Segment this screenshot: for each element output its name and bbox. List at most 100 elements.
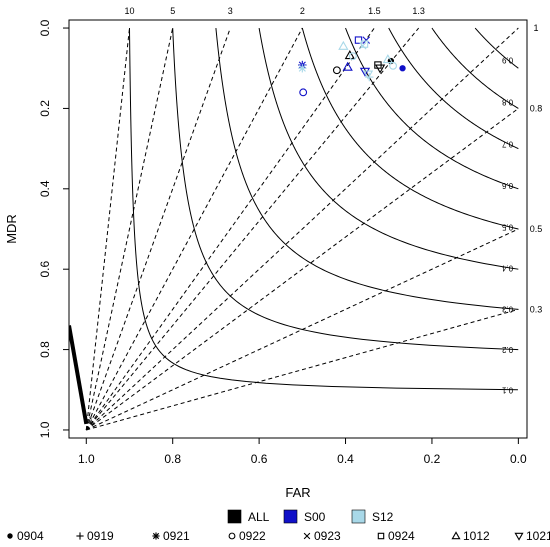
marker-dot bbox=[7, 533, 13, 539]
marker-triangle-down bbox=[362, 70, 374, 80]
bias-label: 1 bbox=[533, 23, 538, 33]
legend-label: 0923 bbox=[314, 529, 341, 543]
data-point bbox=[374, 61, 382, 69]
y-axis-label: MDR bbox=[4, 214, 19, 244]
bias-line bbox=[86, 308, 519, 431]
y-tick-label: 0.6 bbox=[38, 261, 52, 278]
csi-label: 0.9 bbox=[501, 56, 513, 65]
marker-circle bbox=[348, 52, 357, 61]
legend-label: 1021 bbox=[526, 529, 550, 543]
marker-triangle-down bbox=[359, 67, 371, 77]
bias-line bbox=[85, 27, 375, 431]
bias-label: 3 bbox=[228, 6, 233, 16]
csi-contour bbox=[345, 27, 519, 190]
legend-marker-0923 bbox=[303, 532, 311, 540]
data-point bbox=[342, 61, 353, 71]
data-point bbox=[389, 61, 397, 70]
bias-label: 2 bbox=[300, 6, 305, 16]
legend-label: 0921 bbox=[163, 529, 190, 543]
data-point bbox=[382, 54, 394, 64]
data-point bbox=[348, 52, 357, 61]
x-tick-label: 0.4 bbox=[337, 452, 354, 466]
bias-line bbox=[85, 27, 420, 431]
bias-label: 10 bbox=[124, 6, 134, 16]
marker-triangle bbox=[382, 54, 394, 64]
bias-label: 1.3 bbox=[412, 6, 425, 16]
bias-label: 1.5 bbox=[368, 6, 381, 16]
legend-marker-0922 bbox=[228, 532, 236, 540]
data-point bbox=[354, 36, 363, 44]
csi-contour bbox=[431, 27, 519, 109]
marker-stroke bbox=[152, 532, 160, 540]
bias-lines bbox=[85, 27, 519, 431]
csi-label: 0.4 bbox=[501, 263, 513, 272]
data-point bbox=[359, 41, 367, 50]
marker-stroke bbox=[362, 36, 371, 44]
csi-label: 0.5 bbox=[501, 222, 513, 231]
data-point bbox=[362, 70, 374, 80]
csi-contour bbox=[215, 27, 519, 310]
legend-label: 1012 bbox=[463, 529, 490, 543]
legend-swatch-all bbox=[227, 509, 242, 524]
axes: 1.0 0.8 0.6 0.4 0.2 0.0 0.0 0.2 0.4 0.6 0.8 1.0 bbox=[38, 19, 527, 466]
y-tick-label: 0.2 bbox=[38, 100, 52, 117]
data-point bbox=[338, 40, 349, 50]
data-point bbox=[399, 65, 406, 72]
x-axis-label: FAR bbox=[285, 485, 310, 500]
legend-label: 0924 bbox=[388, 529, 415, 543]
marker-circle bbox=[228, 532, 236, 540]
csi-label: 0.2 bbox=[501, 345, 513, 354]
marker-triangle bbox=[451, 531, 461, 540]
csi-label: 0.7 bbox=[501, 139, 513, 148]
marker-circle bbox=[332, 66, 341, 75]
reference-line bbox=[69, 325, 89, 425]
bias-line bbox=[85, 27, 303, 431]
csi-label: 0.8 bbox=[501, 98, 513, 107]
legend-swatch-s12 bbox=[351, 509, 366, 524]
data-point bbox=[374, 64, 386, 74]
x-tick-label: 0.6 bbox=[251, 452, 268, 466]
data-points bbox=[298, 36, 406, 97]
marker-square bbox=[374, 61, 382, 69]
y-tick-label: 0.0 bbox=[38, 19, 52, 36]
x-tick-label: 0.0 bbox=[510, 452, 527, 466]
data-point bbox=[299, 88, 308, 97]
legend-label: S00 bbox=[304, 510, 326, 524]
data-point bbox=[359, 67, 371, 77]
legend-label: S12 bbox=[372, 510, 394, 524]
reference-stroke: * bbox=[69, 325, 93, 425]
x-tick-label: 0.8 bbox=[164, 452, 181, 466]
marker-dot bbox=[399, 65, 406, 72]
csi-contour bbox=[388, 27, 519, 150]
csi-label: 0.3 bbox=[501, 304, 513, 313]
bias-label: 0.8 bbox=[530, 103, 543, 113]
marker-circle bbox=[299, 88, 308, 97]
marker-triangle bbox=[338, 40, 349, 50]
legend-marker-0921 bbox=[152, 532, 160, 540]
curve-labels: 10 5 3 2 1.5 1.3 1 0.8 0.5 0.3 0.1 0.2 0.3 0.4 0.5 0.6 0… bbox=[124, 6, 542, 395]
csi-contour bbox=[474, 27, 519, 69]
marker-triangle bbox=[342, 61, 353, 71]
bias-line bbox=[85, 27, 231, 431]
marker-circle bbox=[389, 61, 397, 70]
legend: ALL S00 S12 0904 0919 0921 0922 0923 0924 1012 102… bbox=[7, 509, 550, 543]
bias-line bbox=[86, 228, 519, 431]
legend-label: ALL bbox=[248, 510, 270, 524]
marker-triangle-down bbox=[514, 532, 524, 541]
legend-marker-1021 bbox=[514, 532, 524, 541]
marker-stroke bbox=[359, 41, 367, 50]
y-tick-label: 1.0 bbox=[38, 421, 52, 438]
x-tick-label: 0.2 bbox=[424, 452, 441, 466]
marker-stroke bbox=[303, 532, 311, 540]
plot-frame bbox=[68, 19, 528, 439]
y-tick-label: 0.8 bbox=[38, 341, 52, 358]
legend-label: 0922 bbox=[239, 529, 266, 543]
csi-contour bbox=[301, 27, 519, 230]
legend-marker-0904 bbox=[7, 533, 13, 539]
data-point bbox=[365, 72, 374, 82]
legend-label: 0904 bbox=[17, 529, 44, 543]
y-tick-label: 0.4 bbox=[38, 180, 52, 197]
bias-label: 0.5 bbox=[530, 224, 543, 234]
csi-contour bbox=[258, 27, 519, 270]
